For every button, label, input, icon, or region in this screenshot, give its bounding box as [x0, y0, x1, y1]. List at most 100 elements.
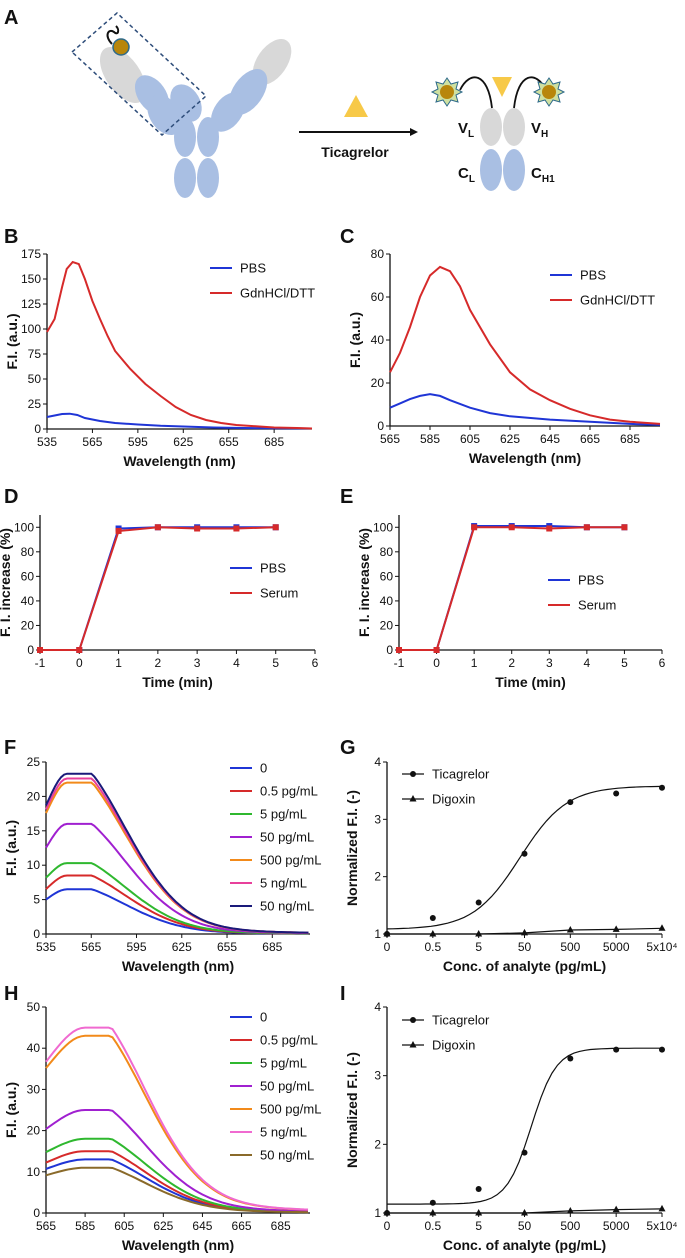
y-tick-label: 0 [33, 927, 40, 941]
fc-upper-left [174, 117, 196, 157]
data-point-triangle [658, 924, 666, 931]
x-tick-label: 585 [75, 1219, 95, 1233]
x-tick-label: 0 [384, 1219, 391, 1233]
y-tick-label: 10 [27, 858, 41, 872]
y-tick-label: 50 [28, 372, 42, 386]
y-axis-title: F.I. (a.u.) [3, 1082, 19, 1138]
y-tick-label: 25 [28, 397, 42, 411]
light-chain-constant-left [170, 84, 202, 122]
legend-marker-circle [410, 1017, 416, 1023]
y-tick-label: 50 [27, 1000, 41, 1014]
x-tick-label: -1 [35, 656, 46, 670]
linker-left-icon [459, 76, 493, 109]
y-tick-label: 150 [21, 272, 41, 286]
arrow-label: Ticagrelor [321, 144, 389, 160]
x-tick-label: 585 [420, 432, 440, 446]
y-tick-label: 60 [371, 290, 385, 304]
x-tick-label: 0 [433, 656, 440, 670]
x-tick-label: 655 [219, 435, 239, 449]
y-tick-label: 3 [374, 1069, 381, 1083]
data-point-triangle [429, 930, 437, 937]
heavy-chain-constant-right [210, 92, 246, 132]
data-point-circle [475, 1185, 482, 1192]
y-tick-label: 20 [380, 618, 394, 632]
fab-selection-box [70, 11, 208, 137]
dye-right-icon [542, 85, 556, 99]
y-axis-title: F. I. increase (%) [0, 528, 13, 637]
x-tick-label: 665 [232, 1219, 252, 1233]
data-point-square [154, 524, 161, 531]
x-tick-label: 665 [580, 432, 600, 446]
legend-label: 50 ng/mL [260, 1148, 314, 1163]
y-tick-label: 80 [21, 545, 35, 559]
data-point-circle [659, 1046, 665, 1053]
data-point-circle [659, 784, 665, 791]
data-point-square [76, 647, 83, 653]
x-tick-label: 1 [115, 656, 122, 670]
y-tick-label: 0 [34, 422, 41, 436]
legend-label: GdnHCl/DTT [240, 286, 315, 301]
x-tick-label: 685 [264, 435, 284, 449]
y-tick-label: 40 [380, 594, 394, 608]
x-tick-label: 625 [172, 940, 192, 954]
chart-f-spectra: 0 5 10 15 20 25 535 565 595 625 655 685 Wavelength (… [3, 755, 321, 974]
legend-label: 5 ng/mL [260, 1125, 307, 1140]
fab-ch1-domain [503, 149, 525, 191]
legend-label: PBS [240, 261, 266, 276]
series-line-h-3 [45, 1109, 309, 1213]
fc-lower-right [197, 158, 219, 198]
legend-label: 0.5 pg/mL [260, 784, 318, 799]
data-point-square [508, 524, 515, 531]
y-tick-label: 2 [374, 870, 381, 884]
x-tick-label: 0.5 [424, 940, 441, 954]
y-tick-label: 80 [380, 545, 394, 559]
x-tick-label: 1 [471, 656, 478, 670]
y-tick-label: 0 [377, 419, 384, 433]
y-tick-label: 100 [373, 520, 393, 534]
y-tick-label: 30 [27, 1082, 41, 1096]
x-axis-title: Wavelength (nm) [123, 453, 235, 469]
data-point-triangle [566, 1206, 574, 1214]
x-tick-label: 2 [508, 656, 515, 670]
y-axis-title: F.I. (a.u.) [4, 314, 20, 370]
data-point-circle [521, 1149, 528, 1156]
dye-left-icon [440, 85, 454, 99]
analyte-triangle-icon [344, 95, 368, 117]
series-line-g-0 [386, 785, 663, 930]
dye-icon [112, 38, 130, 56]
y-tick-label: 125 [21, 297, 41, 311]
data-point-circle [567, 799, 574, 806]
x-tick-label: 535 [36, 940, 56, 954]
y-tick-label: 15 [27, 824, 41, 838]
chart-g-dose-response: 1 2 3 4 0 0.5 5 50 500 5000 5x10⁴ Conc. of analyte … [344, 755, 678, 974]
y-tick-label: 20 [27, 1124, 41, 1138]
x-tick-label: 645 [540, 432, 560, 446]
data-point-square [433, 647, 440, 653]
x-tick-label: 50 [518, 940, 532, 954]
legend-label: PBS [580, 268, 606, 283]
data-point-square [37, 647, 43, 653]
x-tick-label: 5 [475, 1219, 482, 1233]
x-tick-label: 4 [233, 656, 240, 670]
panel-label-g: G [340, 737, 356, 759]
y-tick-label: 0 [33, 1206, 40, 1220]
legend-label: 50 ng/mL [260, 899, 314, 914]
x-tick-label: 625 [500, 432, 520, 446]
y-tick-label: 0 [27, 643, 34, 657]
legend-label: 500 pg/mL [260, 1102, 321, 1117]
x-tick-label: 565 [82, 435, 102, 449]
data-point-triangle [521, 1209, 528, 1216]
legend-label: Serum [578, 598, 616, 613]
data-point-square [621, 524, 628, 531]
y-axis-title: F.I. (a.u.) [347, 312, 363, 368]
chart-c-spectra: 0 20 40 60 80 565 585 605 625 645 665 685 Wavelength… [347, 247, 661, 466]
x-tick-label: 5 [272, 656, 279, 670]
legend-marker-circle [410, 771, 416, 777]
x-tick-label: 5x10⁴ [646, 940, 677, 954]
series-line-h-6 [45, 1166, 309, 1214]
x-tick-label: 0 [384, 940, 391, 954]
legend-label: 50 pg/mL [260, 1079, 314, 1094]
vh-label: VH [531, 120, 548, 140]
data-point-square [583, 524, 590, 531]
